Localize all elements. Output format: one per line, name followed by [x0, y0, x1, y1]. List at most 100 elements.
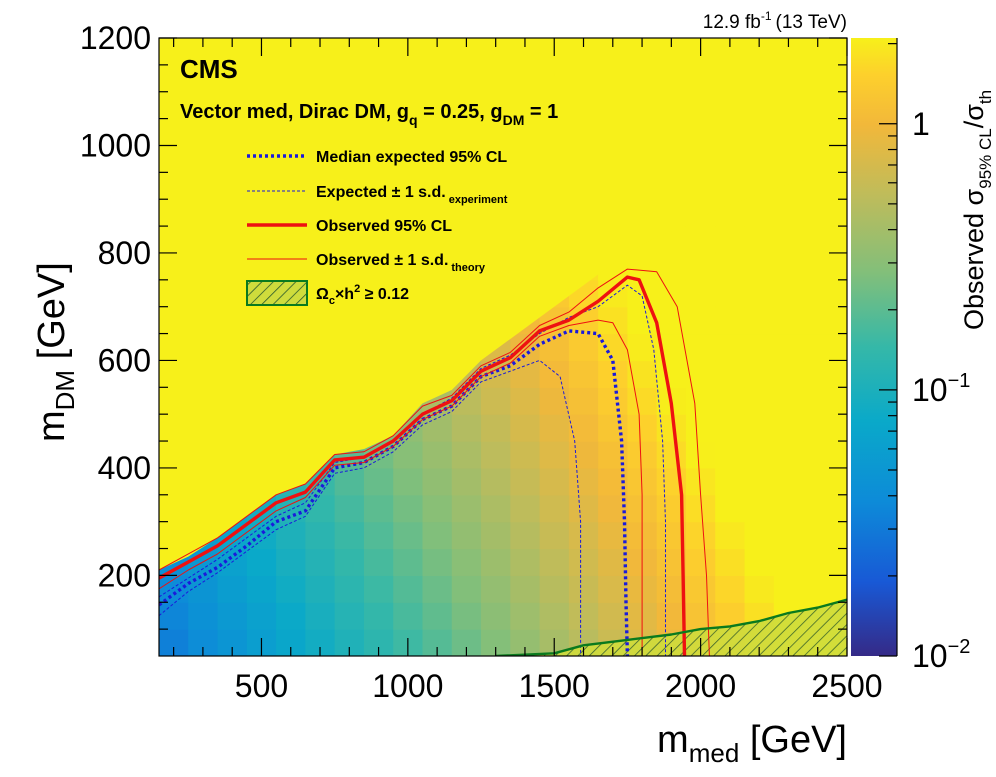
heatmap-cell — [393, 441, 424, 469]
heatmap-cell — [773, 414, 804, 442]
legend-relic-swatch — [246, 280, 308, 306]
heatmap-cell — [539, 467, 570, 496]
heatmap-cell — [803, 360, 833, 388]
heatmap-cell — [159, 602, 189, 630]
heatmap-cell — [539, 387, 570, 415]
heatmap-cell — [832, 387, 847, 415]
heatmap-cell — [276, 602, 306, 630]
heatmap-cell — [422, 494, 453, 523]
heatmap-cell — [568, 360, 599, 388]
heatmap-cell — [422, 521, 453, 550]
heatmap-cell — [276, 575, 306, 603]
heatmap-cell — [685, 602, 716, 630]
heatmap-cell — [744, 521, 775, 550]
heatmap-cell — [481, 467, 511, 496]
heatmap-cell — [568, 521, 599, 550]
heatmap-cell — [656, 306, 687, 335]
heatmap-cell — [685, 575, 716, 603]
heatmap-cell — [803, 333, 833, 362]
heatmap-cell — [510, 467, 541, 496]
z-axis-title: Observed σ95% CL/σth — [959, 90, 995, 330]
heatmap-cell — [744, 333, 775, 362]
heatmap-cell — [832, 279, 847, 308]
heatmap-cell — [510, 441, 541, 469]
heatmap-cell — [773, 387, 804, 415]
heatmap-cell — [685, 467, 716, 496]
heatmap-cell — [510, 414, 541, 442]
y-tick-label: 800 — [98, 235, 151, 271]
contour-observed-1-s-d-theory — [159, 319, 643, 656]
legend-label-relic: Ωc×h2 ≥ 0.12 — [316, 283, 409, 307]
heatmap-cell — [568, 548, 599, 576]
heatmap-cell — [656, 441, 687, 469]
y-axis: 200 400 600 800 1000 1200 — [80, 20, 847, 630]
z-tick-label: 1 — [912, 106, 930, 142]
heatmap-cell — [832, 172, 847, 200]
heatmap-cell — [568, 494, 599, 523]
y-tick-label: 1000 — [80, 127, 151, 163]
heatmap-cell — [773, 441, 804, 469]
heatmap-cell — [363, 602, 394, 630]
heatmap-cell — [539, 548, 570, 576]
heatmap-cell — [422, 467, 453, 496]
excluded-region — [159, 38, 847, 571]
heatmap-cell — [715, 306, 746, 335]
heatmap-cell — [598, 333, 629, 362]
heatmap-cell — [832, 441, 847, 469]
heatmap-cell — [744, 306, 775, 335]
heatmap-cell — [422, 414, 453, 442]
heatmap-cell — [627, 360, 658, 388]
heatmap-cell — [510, 602, 541, 630]
heatmap-cell — [422, 548, 453, 576]
heatmap-cell — [715, 467, 746, 496]
heatmap-cell — [510, 548, 541, 576]
heatmap-cell — [656, 360, 687, 388]
heatmap-cell — [305, 602, 336, 630]
contour-observed-1-s-d-theory — [159, 268, 710, 656]
heatmap-cell — [832, 306, 847, 335]
heatmap-cell — [773, 360, 804, 388]
heatmap-cell — [803, 387, 833, 415]
heatmap-cell — [832, 360, 847, 388]
heatmap-cell — [598, 387, 629, 415]
heatmap-cell — [539, 494, 570, 523]
x-tick-label: 2000 — [665, 668, 736, 704]
heatmap-cell — [451, 602, 482, 630]
x-tick-label: 2500 — [811, 668, 882, 704]
heatmap-cell — [832, 575, 847, 603]
heatmap-cell — [685, 226, 716, 254]
heatmap-cell — [246, 602, 277, 630]
heatmap-cell — [715, 414, 746, 442]
x-tick-label: 1000 — [372, 668, 443, 704]
heatmap-cell — [451, 414, 482, 442]
heatmap-cell — [363, 548, 394, 576]
heatmap-cell — [334, 575, 365, 603]
heatmap-cell — [685, 387, 716, 415]
heatmap-cell — [510, 521, 541, 550]
heatmap-cell — [305, 494, 336, 523]
x-tick-label: 1500 — [519, 668, 590, 704]
heatmap-cell — [451, 467, 482, 496]
heatmap-cell — [803, 306, 833, 335]
heatmap-cell — [803, 575, 833, 603]
legend-label-observed1sd: Observed ± 1 s.d. theory — [316, 252, 486, 274]
heatmap-cell — [246, 548, 277, 576]
heatmap-cell — [568, 441, 599, 469]
heatmap-cell — [803, 441, 833, 469]
heatmap-cell — [744, 360, 775, 388]
heatmap-cell — [744, 467, 775, 496]
heatmap-cell — [832, 333, 847, 362]
heatmap-cell — [715, 521, 746, 550]
y-tick-label: 400 — [98, 450, 151, 486]
heatmap-cell — [539, 521, 570, 550]
heatmap-cell — [188, 602, 219, 630]
heatmap-cell — [744, 252, 775, 281]
heatmap-cell — [334, 521, 365, 550]
heatmap-cell — [481, 494, 511, 523]
heatmap-cell — [627, 414, 658, 442]
heatmap-cell — [773, 333, 804, 362]
heatmap-cell — [510, 360, 541, 388]
heatmap-cell — [363, 521, 394, 550]
heatmap-cell — [773, 467, 804, 496]
heatmap-cell — [334, 602, 365, 630]
